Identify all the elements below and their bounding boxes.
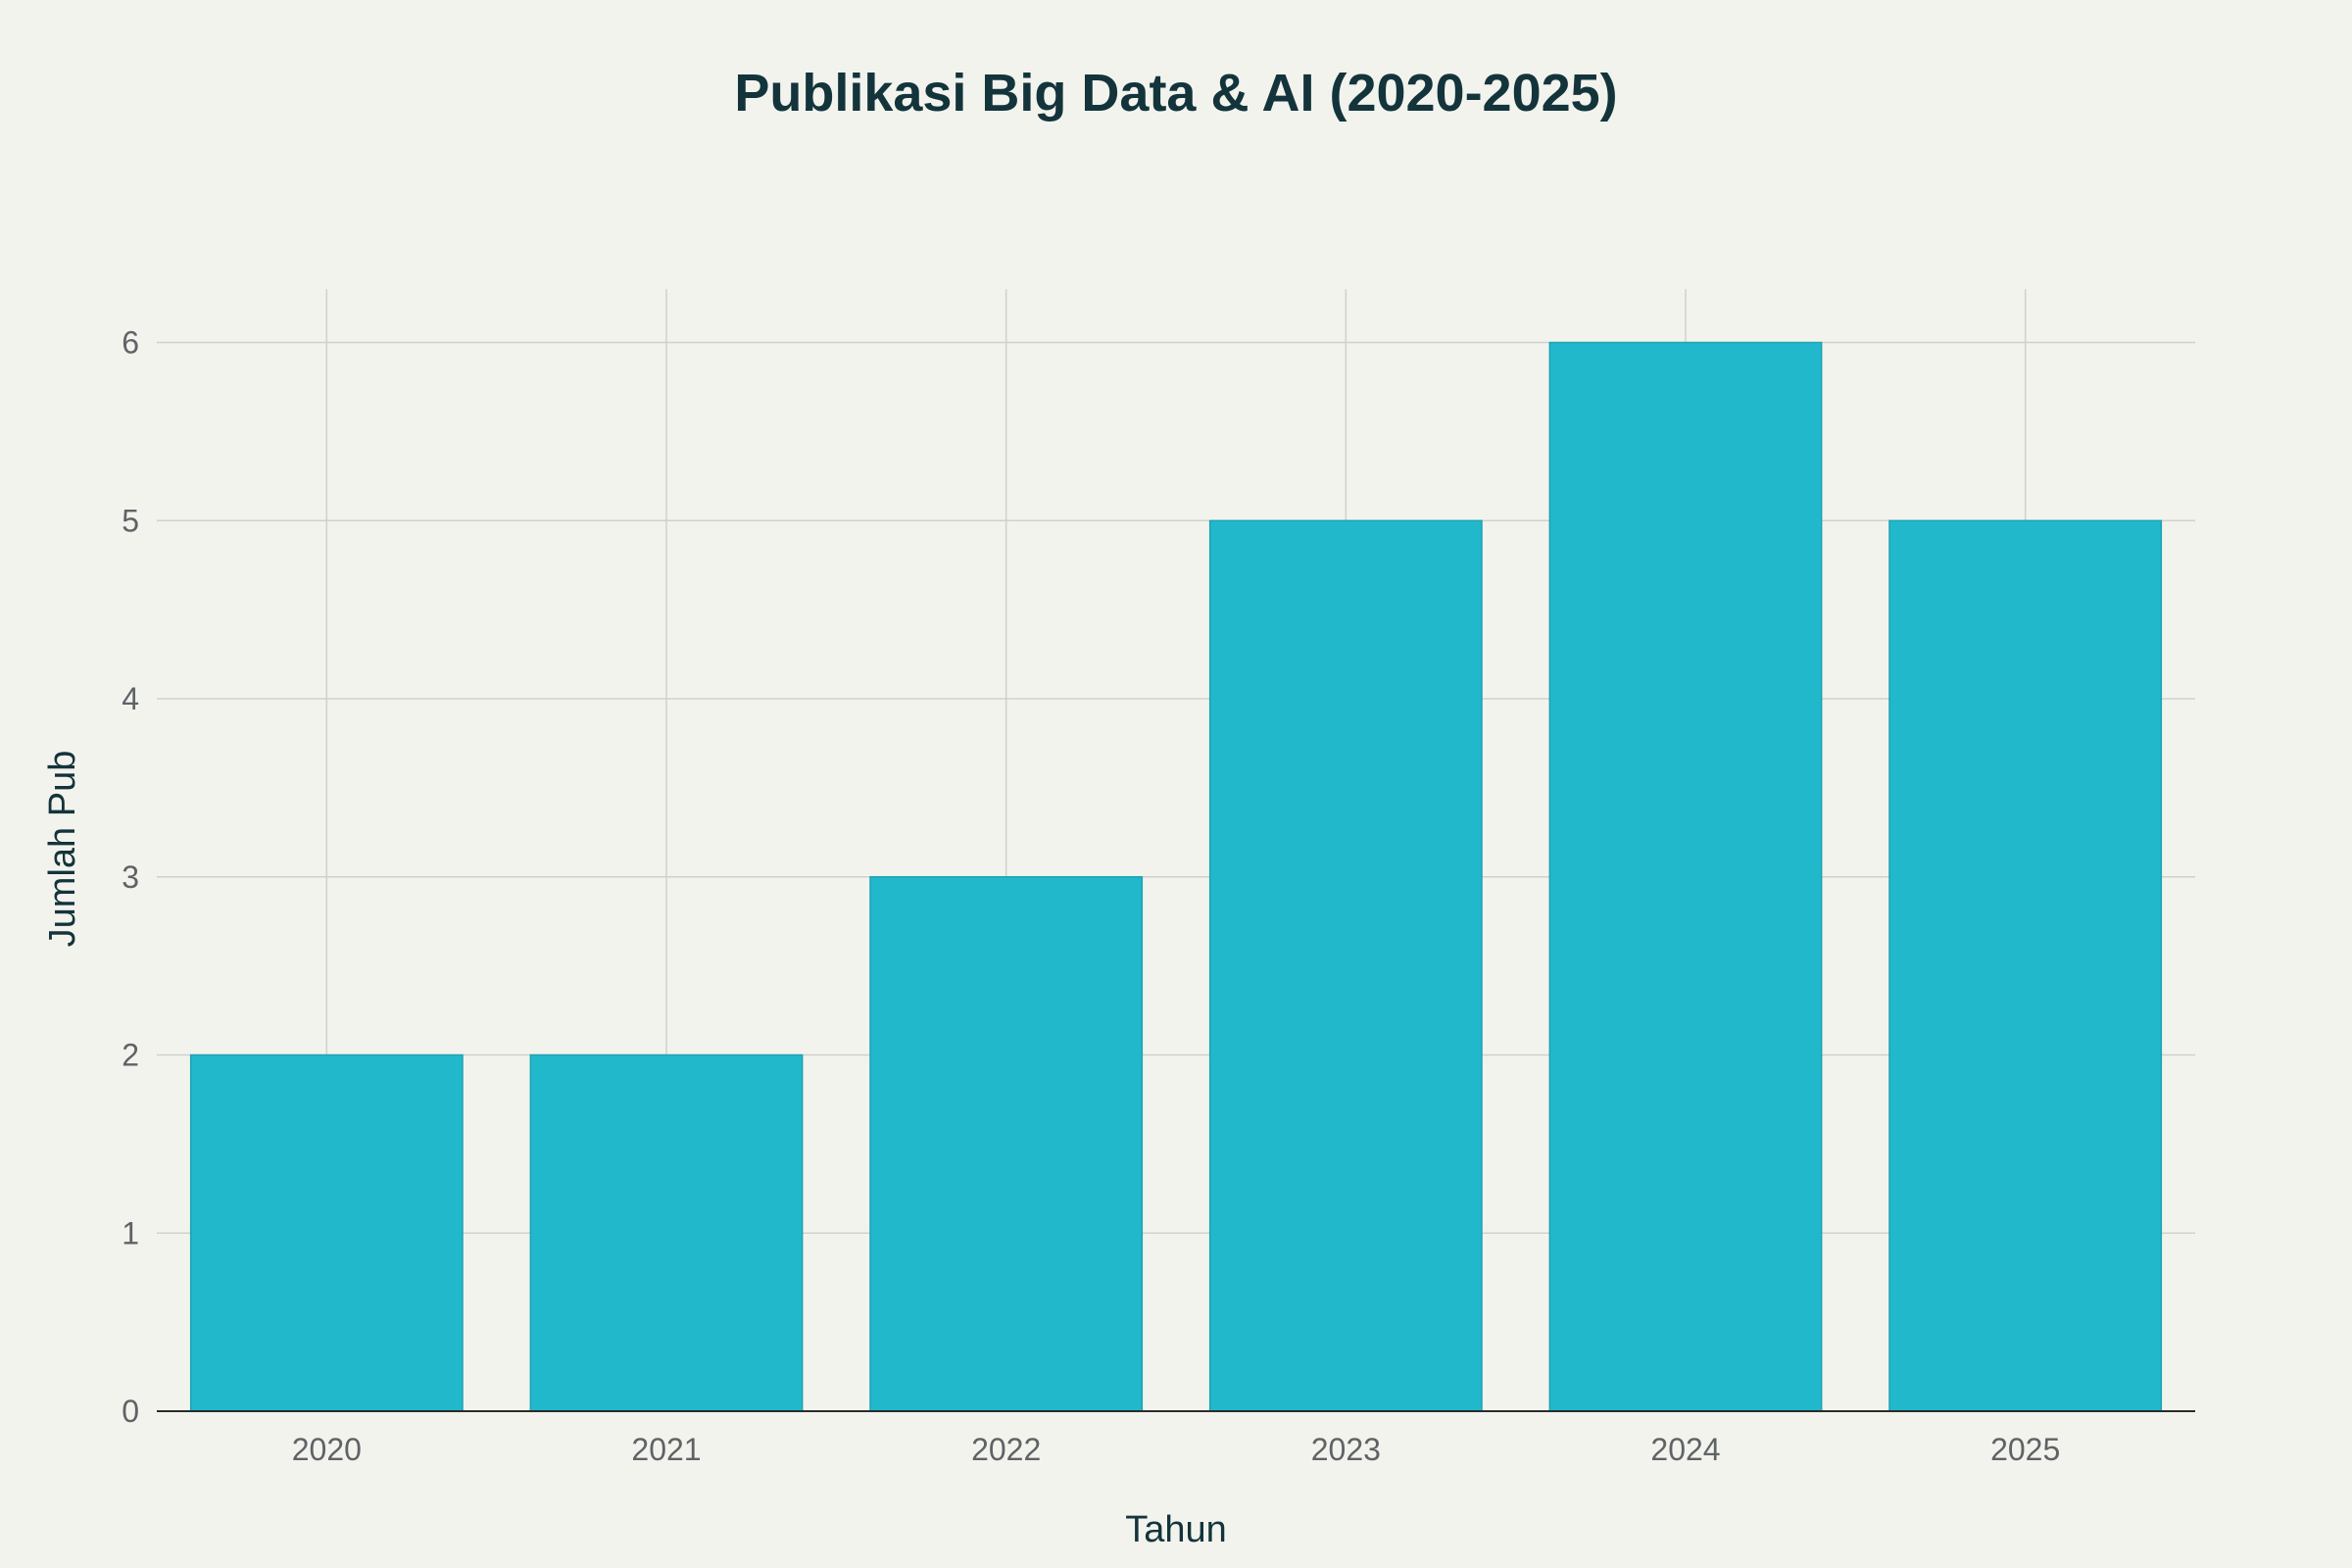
x-tick-label: 2023 xyxy=(1311,1432,1381,1467)
bar-2023 xyxy=(1208,519,1483,1412)
bar-2021 xyxy=(529,1054,804,1412)
bar-2020 xyxy=(189,1054,464,1412)
y-tick-label: 3 xyxy=(122,859,139,895)
x-tick-label: 2022 xyxy=(971,1432,1041,1467)
chart-title: Publikasi Big Data & AI (2020-2025) xyxy=(734,64,1617,122)
x-tick-label: 2025 xyxy=(1990,1432,2060,1467)
x-axis-title: Tahun xyxy=(1125,1509,1227,1550)
y-tick-label: 2 xyxy=(122,1038,139,1073)
y-tick-labels: 0 1 2 3 4 5 6 xyxy=(122,325,139,1429)
y-axis-title: Jumlah Pub xyxy=(42,751,83,948)
y-tick-label: 1 xyxy=(122,1215,139,1250)
bar-2022 xyxy=(869,876,1144,1412)
y-tick-label: 0 xyxy=(122,1394,139,1429)
bar-2025 xyxy=(1888,519,2163,1412)
x-tick-label: 2024 xyxy=(1650,1432,1720,1467)
bar-2024 xyxy=(1548,341,1823,1412)
bars xyxy=(189,341,2163,1412)
y-tick-label: 5 xyxy=(122,503,139,538)
x-tick-labels: 2020 2021 2022 2023 2024 2025 xyxy=(292,1432,2061,1467)
x-tick-label: 2021 xyxy=(631,1432,701,1467)
x-tick-label: 2020 xyxy=(292,1432,362,1467)
y-tick-label: 4 xyxy=(122,681,139,716)
y-tick-label: 6 xyxy=(122,325,139,361)
